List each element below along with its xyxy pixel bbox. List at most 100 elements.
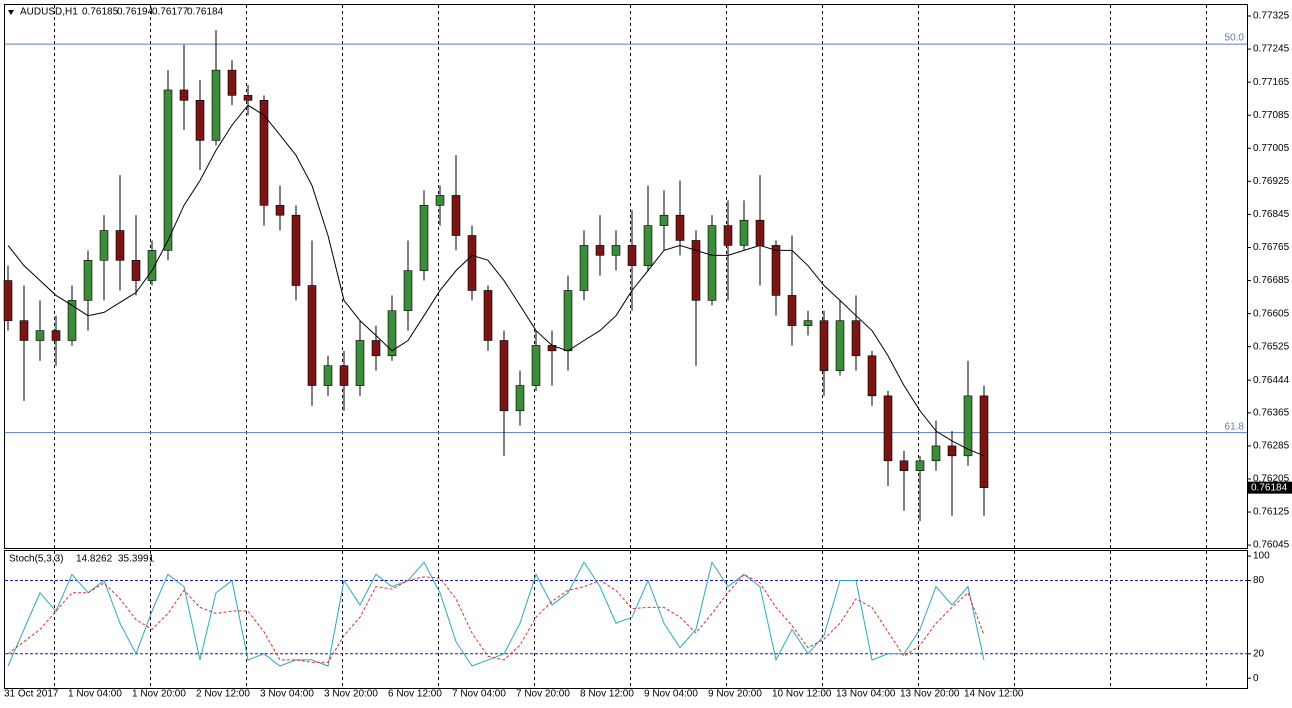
- fib-level-label: 50.0: [1225, 33, 1245, 44]
- candle-body: [899, 460, 909, 471]
- y-tick-label: 0.76365: [1253, 407, 1290, 418]
- y-tick-label: 100: [1253, 551, 1270, 562]
- candle-body: [483, 290, 493, 341]
- candle-body: [963, 395, 973, 457]
- x-tick-label: 13 Nov 04:00: [836, 689, 896, 700]
- candle-body: [195, 100, 205, 141]
- stoch-panel: [4, 550, 1248, 689]
- candle-body: [819, 320, 829, 371]
- x-tick-label: 1 Nov 20:00: [132, 689, 186, 700]
- x-tick-label: 9 Nov 20:00: [708, 689, 762, 700]
- candle-body: [739, 219, 749, 246]
- x-tick-label: 13 Nov 20:00: [900, 689, 960, 700]
- stoch-main-value: 14.8262: [76, 554, 113, 565]
- candle-body: [3, 280, 13, 321]
- candle-body: [323, 365, 333, 386]
- main-panel: [4, 4, 1248, 549]
- y-tick-label: 0.76285: [1253, 441, 1290, 452]
- candle-body: [259, 100, 269, 206]
- candle-body: [387, 310, 397, 357]
- x-tick-label: 14 Nov 12:00: [964, 689, 1024, 700]
- candle-body: [163, 89, 173, 251]
- candle-body: [51, 330, 61, 341]
- candle-body: [339, 365, 349, 386]
- y-tick-label: 0.76045: [1253, 540, 1290, 551]
- candle-body: [979, 395, 989, 488]
- y-tick-label: 0: [1253, 673, 1259, 684]
- candle-body: [867, 355, 877, 397]
- y-tick-label: 0.76925: [1253, 176, 1290, 187]
- fib-level-label: 61.8: [1225, 421, 1245, 432]
- y-tick-label: 0.76525: [1253, 341, 1290, 352]
- x-tick-label: 3 Nov 20:00: [324, 689, 378, 700]
- candle-body: [131, 259, 141, 281]
- x-tick-label: 7 Nov 04:00: [452, 689, 506, 700]
- x-tick-label: 1 Nov 04:00: [68, 689, 122, 700]
- y-tick-label: 0.76685: [1253, 275, 1290, 286]
- candle-body: [531, 345, 541, 386]
- candle-body: [787, 295, 797, 326]
- x-tick-label: 31 Oct 2017: [4, 689, 59, 700]
- candle-body: [755, 219, 765, 246]
- y-tick-label: 0.77005: [1253, 143, 1290, 154]
- candle-body: [515, 385, 525, 412]
- candle-body: [291, 214, 301, 286]
- stoch-signal-value: 35.3991: [118, 554, 155, 565]
- candle-body: [19, 320, 29, 341]
- symbol-title: AUDUSD,H1: [20, 7, 78, 18]
- candle-body: [451, 195, 461, 236]
- moving-average: [7, 104, 985, 457]
- candle-body: [67, 300, 77, 341]
- x-tick-label: 9 Nov 04:00: [644, 689, 698, 700]
- candle-body: [211, 69, 221, 141]
- current-price: 0.76184: [1251, 482, 1288, 493]
- x-tick-label: 10 Nov 12:00: [772, 689, 832, 700]
- stoch-title: Stoch(5,3,3): [9, 554, 63, 565]
- candle-body: [435, 195, 445, 206]
- candle-body: [115, 230, 125, 261]
- y-tick-label: 0.77325: [1253, 11, 1290, 22]
- candle-body: [563, 290, 573, 352]
- candle-body: [307, 285, 317, 386]
- y-tick-label: 80: [1253, 575, 1265, 586]
- x-tick-label: 8 Nov 12:00: [580, 689, 634, 700]
- y-tick-label: 0.76605: [1253, 308, 1290, 319]
- candle-body: [627, 245, 637, 266]
- candle-body: [147, 250, 157, 281]
- candle-body: [803, 320, 813, 326]
- stoch-signal: [7, 573, 985, 663]
- x-tick-label: 2 Nov 12:00: [196, 689, 250, 700]
- y-tick-label: 0.76125: [1253, 507, 1290, 518]
- candle-body: [659, 214, 669, 226]
- header-low: 0.76177: [152, 7, 189, 18]
- candle-body: [419, 205, 429, 271]
- candle-body: [99, 230, 109, 261]
- candle-body: [947, 445, 957, 457]
- candle-body: [707, 225, 717, 301]
- header-high: 0.76194: [117, 7, 154, 18]
- candle-body: [403, 270, 413, 312]
- y-tick-label: 0.76765: [1253, 242, 1290, 253]
- candle-body: [851, 320, 861, 357]
- x-tick-label: 3 Nov 04:00: [260, 689, 314, 700]
- candle-body: [371, 340, 381, 357]
- candle-body: [467, 235, 477, 291]
- candle-body: [83, 259, 93, 301]
- menu-icon[interactable]: [8, 10, 14, 15]
- y-tick-label: 0.76444: [1253, 375, 1290, 386]
- candle-body: [675, 214, 685, 241]
- candle-body: [499, 340, 509, 412]
- candle-body: [723, 225, 733, 246]
- candle-body: [643, 225, 653, 266]
- candle-body: [611, 245, 621, 256]
- y-tick-label: 0.77085: [1253, 110, 1290, 121]
- candle-body: [243, 95, 253, 101]
- candle-body: [355, 340, 365, 386]
- candle-body: [691, 240, 701, 301]
- candle-body: [179, 89, 189, 101]
- y-tick-label: 0.76845: [1253, 209, 1290, 220]
- candle-body: [835, 320, 845, 371]
- candle-body: [771, 245, 781, 296]
- x-tick-label: 7 Nov 20:00: [516, 689, 570, 700]
